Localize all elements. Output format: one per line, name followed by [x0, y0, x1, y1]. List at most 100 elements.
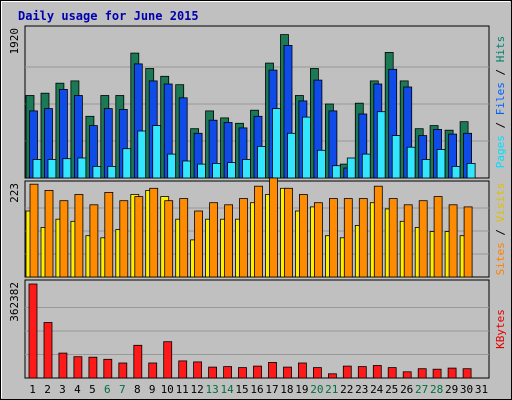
- chart-title: Daily usage for June 2015: [18, 9, 199, 23]
- bar-pages-day-18: [287, 132, 296, 179]
- bar-pages-day-28: [436, 149, 446, 179]
- bar-sites-day-24: [373, 185, 383, 278]
- bar-sites-day-11: [179, 198, 189, 278]
- panel-top-ymax-label: 1920: [8, 28, 21, 55]
- bar-sites-day-5: [89, 204, 99, 278]
- bar-kbytes-day-16: [253, 365, 262, 379]
- bar-pages-day-15: [242, 159, 251, 179]
- bar-kbytes-day-4: [73, 356, 83, 379]
- x-tick-label-9: 9: [149, 383, 156, 396]
- x-tick-label-28: 28: [430, 383, 443, 396]
- x-tick-label-14: 14: [220, 383, 234, 396]
- x-tick-label-12: 12: [190, 383, 203, 396]
- legend-label-: /: [494, 62, 507, 82]
- bar-sites-day-4: [74, 194, 84, 278]
- bar-sites-day-14: [224, 204, 234, 278]
- bar-sites-day-3: [59, 200, 69, 278]
- legend-label-pages: Pages: [494, 135, 507, 168]
- x-tick-label-26: 26: [400, 383, 413, 396]
- bar-pages-day-27: [421, 159, 431, 179]
- x-tick-label-13: 13: [205, 383, 218, 396]
- bar-kbytes-day-5: [88, 356, 98, 379]
- bar-pages-day-22: [346, 157, 356, 179]
- x-tick-label-11: 11: [176, 383, 189, 396]
- bar-sites-day-27: [418, 200, 428, 278]
- bar-pages-day-8: [137, 130, 147, 179]
- x-axis-labels: 1 2 3 4 5 6 7 8 9 10 11 12 13 14 15 16 17 18 19 20 21 22 23 24 2…: [29, 383, 488, 396]
- x-tick-label-1: 1: [29, 383, 36, 396]
- bar-pages-day-20: [316, 149, 326, 179]
- x-tick-label-2: 2: [44, 383, 51, 396]
- bar-pages-day-26: [406, 146, 416, 179]
- bar-sites-day-30: [463, 206, 473, 278]
- bar-sites-day-2: [44, 189, 54, 278]
- x-tick-label-10: 10: [161, 383, 174, 396]
- x-tick-label-24: 24: [370, 383, 384, 396]
- bar-pages-day-30: [466, 162, 476, 179]
- bar-kbytes-day-24: [372, 365, 382, 379]
- legend-label-hits: Hits: [494, 36, 507, 63]
- bar-pages-day-6: [107, 165, 117, 179]
- x-tick-label-15: 15: [235, 383, 248, 396]
- bar-kbytes-day-1: [28, 283, 38, 379]
- x-tick-label-16: 16: [250, 383, 263, 396]
- bar-pages-day-1: [32, 159, 42, 179]
- bar-sites-day-13: [209, 202, 219, 278]
- bar-kbytes-day-30: [462, 368, 472, 379]
- bar-sites-day-21: [328, 198, 338, 278]
- bar-kbytes-day-3: [58, 352, 68, 379]
- bar-kbytes-day-20: [312, 367, 322, 379]
- x-tick-label-25: 25: [385, 383, 398, 396]
- bar-kbytes-day-25: [387, 367, 397, 379]
- bar-pages-day-29: [451, 165, 461, 179]
- legend-label-files: Files: [494, 82, 507, 115]
- x-tick-label-23: 23: [355, 383, 368, 396]
- legend-label-kbytes: KBytes: [494, 309, 507, 349]
- legend-label-: /: [494, 222, 507, 242]
- bar-kbytes-day-29: [447, 367, 457, 379]
- panel-middle-ymax-label: 223: [8, 183, 21, 203]
- bar-pages-day-10: [167, 153, 177, 179]
- x-tick-label-3: 3: [59, 383, 66, 396]
- x-tick-label-17: 17: [265, 383, 278, 396]
- bar-pages-day-3: [62, 158, 72, 179]
- bar-sites-day-28: [433, 196, 443, 278]
- bar-sites-day-20: [313, 202, 323, 278]
- bar-sites-day-6: [104, 191, 114, 278]
- bar-pages-day-14: [227, 162, 237, 179]
- panel-bottom-plot-area: [24, 279, 490, 379]
- bar-sites-day-25: [388, 198, 398, 278]
- bar-pages-day-21: [331, 165, 341, 179]
- x-tick-label-30: 30: [460, 383, 473, 396]
- x-tick-label-31: 31: [475, 383, 488, 396]
- bar-pages-day-4: [77, 157, 87, 179]
- bar-kbytes-day-7: [118, 362, 128, 379]
- bar-sites-day-16: [254, 185, 263, 278]
- bar-pages-day-13: [212, 162, 222, 179]
- bar-kbytes-day-27: [417, 368, 427, 379]
- bar-kbytes-day-26: [402, 371, 412, 379]
- bar-sites-day-22: [343, 198, 353, 278]
- panel-middle-series-legend: Sites / Visits: [494, 183, 507, 276]
- x-tick-label-6: 6: [104, 383, 111, 396]
- legend-label-: /: [494, 115, 507, 135]
- bar-pages-day-7: [122, 148, 132, 179]
- panel-middle: 223 Sites / Visits: [8, 177, 507, 278]
- bar-sites-day-8: [134, 196, 144, 278]
- bar-sites-day-29: [448, 204, 458, 278]
- legend-label-sites: Sites: [494, 242, 507, 275]
- x-tick-label-29: 29: [445, 383, 458, 396]
- bar-kbytes-day-14: [223, 366, 233, 379]
- bar-kbytes-day-13: [208, 366, 218, 379]
- bar-pages-day-12: [197, 163, 207, 179]
- bar-pages-day-2: [47, 159, 57, 179]
- x-tick-label-20: 20: [310, 383, 323, 396]
- bar-pages-day-24: [376, 111, 386, 179]
- bar-kbytes-day-8: [133, 344, 143, 379]
- bar-sites-day-19: [298, 194, 308, 278]
- chart-panels: 1920 Pages / Files / Hits 223 Sites / Visit…: [8, 25, 507, 379]
- panel-bottom: 362382 KBytes: [8, 279, 507, 379]
- x-tick-label-19: 19: [295, 383, 308, 396]
- bar-kbytes-day-28: [432, 368, 442, 379]
- bar-pages-day-19: [301, 116, 311, 179]
